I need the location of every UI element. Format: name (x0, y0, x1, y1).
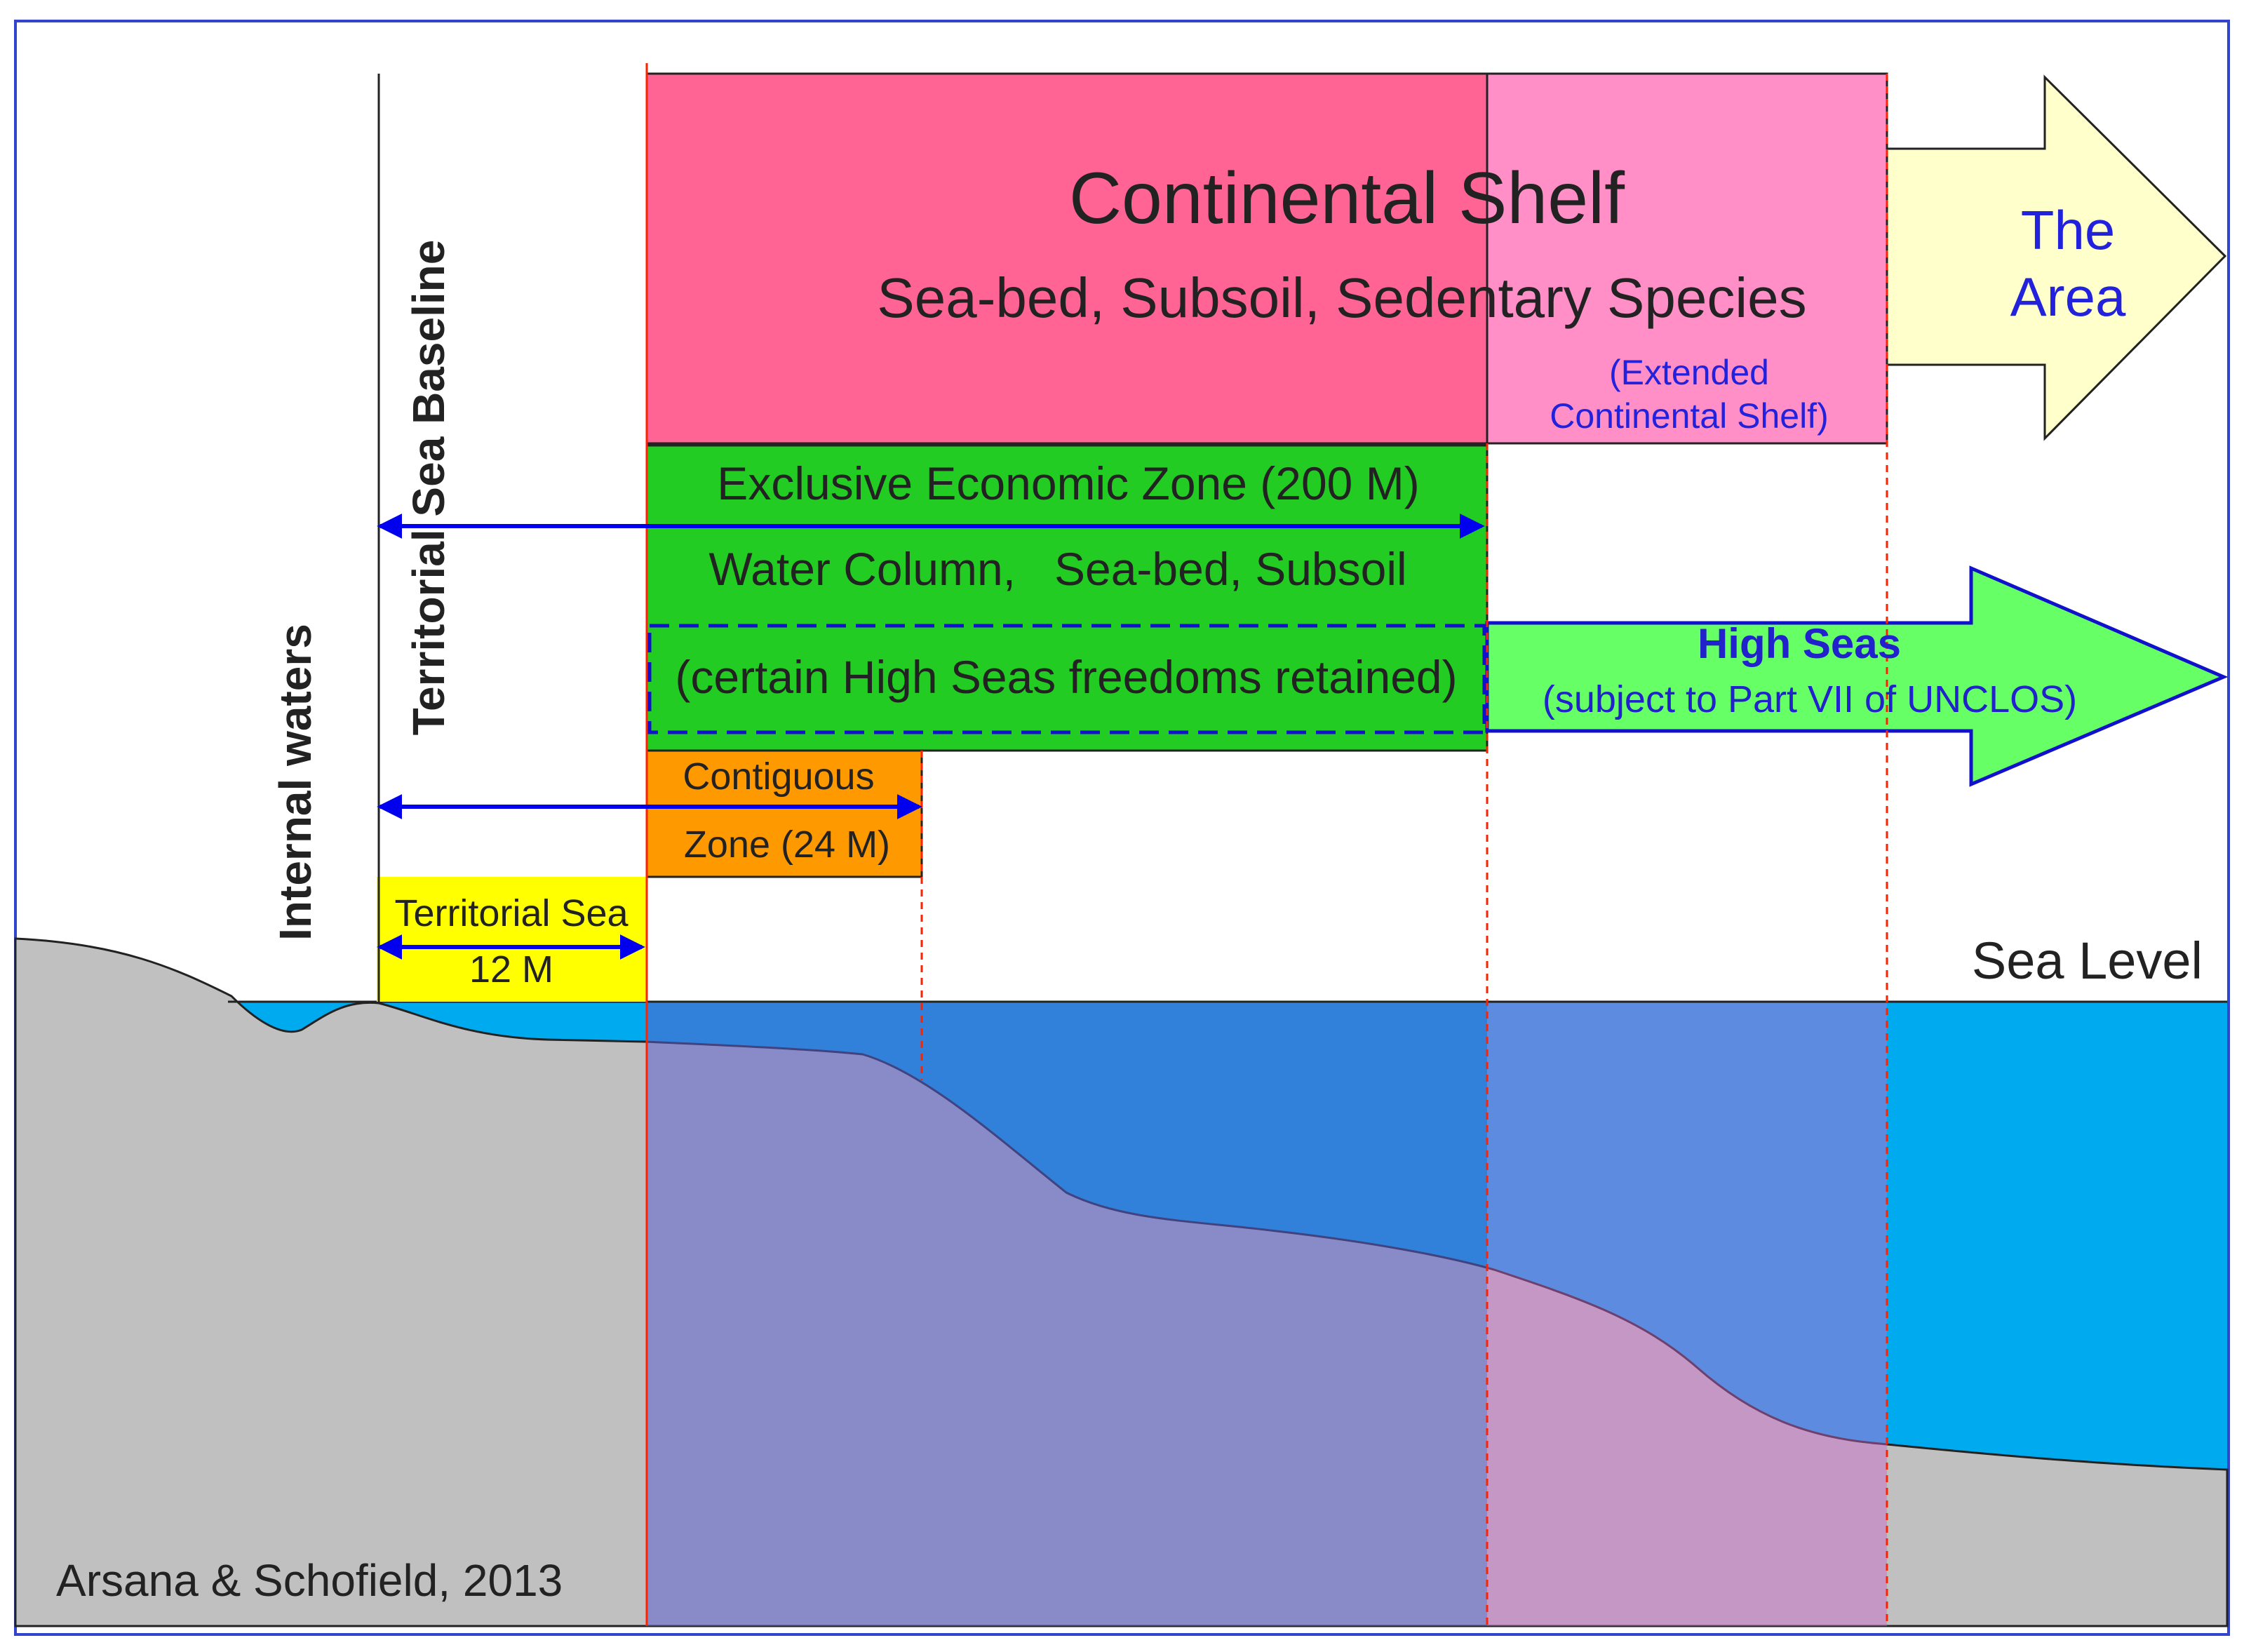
internal-waters-label: Internal waters (270, 624, 321, 941)
the-area-arrow (1886, 74, 2227, 441)
extended-shelf-box (1487, 74, 1887, 443)
sea-level-label: Sea Level (1972, 932, 2203, 990)
the-area-label-line2: Area (2010, 266, 2126, 328)
freedoms-dashed-box (647, 624, 1486, 734)
territorial-sea-label-line1: Territorial Sea (394, 892, 629, 934)
continental-shelf-subtitle: Sea-bed, Subsoil, Sedentary Species (877, 267, 1806, 329)
high-seas-arrow (1485, 565, 2229, 787)
continental-shelf-title: Continental Shelf (1069, 158, 1625, 239)
extended-shelf-label-line2: Continental Shelf) (1550, 396, 1828, 436)
eez-freedoms-label: (certain High Seas freedoms retained) (675, 651, 1457, 703)
credit-label: Arsana & Schofield, 2013 (56, 1555, 563, 1606)
contiguous-zone-label-line1: Contiguous (683, 756, 874, 798)
high-seas-subtitle: (subject to Part VII of UNCLOS) (1543, 678, 2077, 720)
high-seas-title: High Seas (1698, 620, 1901, 667)
eez-subtitle: Water Column, Sea-bed, Subsoil (708, 543, 1406, 595)
extended-shelf-seabed-overlay (1487, 1003, 1887, 1626)
shelf-seabed-overlay (647, 1003, 1487, 1626)
extended-shelf-label-line1: (Extended (1609, 353, 1769, 392)
baseline-label: Territorial Sea Baseline (403, 240, 454, 736)
continental-shelf-box (647, 74, 1487, 443)
territorial-sea-label-line2: 12 M (469, 948, 553, 990)
eez-box (645, 444, 1489, 752)
the-area-label-line1: The (2021, 199, 2115, 261)
eez-title: Exclusive Economic Zone (200 M) (717, 457, 1419, 509)
contiguous-zone-label-line2: Zone (24 M) (684, 824, 890, 866)
